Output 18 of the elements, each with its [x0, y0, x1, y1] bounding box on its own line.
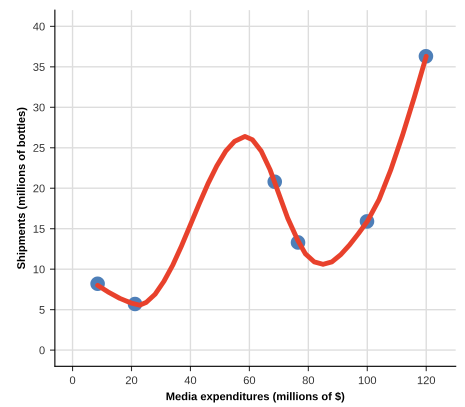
y-tick-label: 10	[34, 265, 45, 274]
x-tick-label: 0	[70, 376, 76, 384]
x-tick-label: 60	[244, 376, 256, 384]
y-tick-label: 5	[39, 306, 45, 314]
y-tick-label: 15	[34, 225, 45, 233]
x-tick-label: 20	[126, 376, 138, 384]
y-tick-label: 40	[33, 22, 45, 30]
y-tick-label: 30	[33, 104, 45, 112]
y-tick-label: 0	[39, 346, 45, 354]
y-axis-title: Shipments (millions of bottles)	[16, 108, 28, 270]
x-tick-label: 100	[358, 376, 376, 384]
x-tick-label: 120	[418, 376, 436, 384]
x-tick-label: 80	[302, 376, 314, 384]
x-axis-title: Media expenditures (millions of $)	[166, 392, 344, 402]
y-tick-label: 20	[33, 184, 45, 192]
x-tick-label: 40	[184, 376, 196, 384]
y-tick-label: 35	[33, 63, 45, 71]
y-tick-label: 25	[33, 144, 45, 152]
